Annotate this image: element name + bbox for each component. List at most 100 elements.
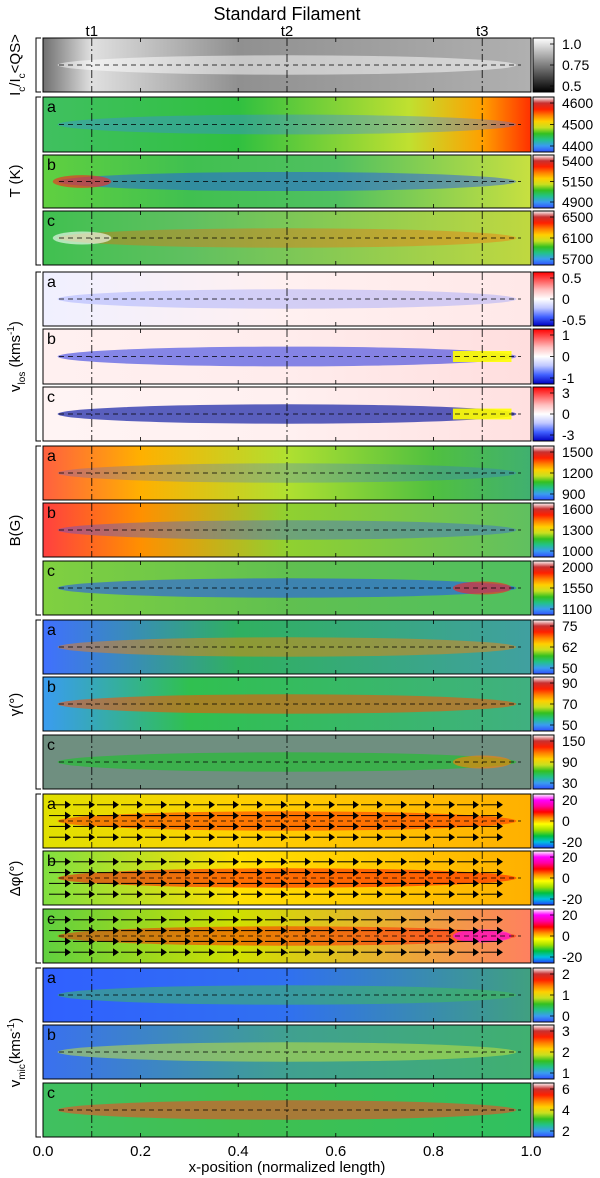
arrow-head [377, 857, 383, 866]
arrow-head [161, 879, 167, 888]
arrow-head [377, 833, 383, 842]
ylabel-part: c [17, 73, 28, 78]
panel-letter: b [47, 505, 56, 522]
group-bracket [35, 967, 41, 1138]
arrow-head [377, 868, 383, 877]
colorbar-tick-label: 1.0 [562, 36, 582, 52]
colorbar-tick-label: 0 [562, 406, 570, 422]
colorbar-tick-label: 2 [562, 1044, 570, 1060]
arrow-head [209, 833, 215, 842]
colorbar-tick-label: 30 [562, 775, 578, 791]
arrow-head [257, 822, 263, 831]
panel-frame [42, 676, 532, 732]
colorbar-tick-label: 1550 [562, 580, 593, 596]
colorbar-tick-label: 5400 [562, 153, 593, 169]
arrow-head [353, 833, 359, 842]
arrow-head [137, 948, 143, 957]
panel-letter: a [47, 448, 56, 465]
arrow-head [233, 800, 239, 809]
colorbar-tick-label: 75 [562, 618, 578, 634]
colorbar-tick-label: 0 [562, 870, 570, 886]
panel-frame [42, 1082, 532, 1138]
arrow-head [65, 833, 71, 842]
arrow-head [209, 948, 215, 957]
arrow-head [281, 948, 287, 957]
panel-letter: a [47, 622, 56, 639]
colorbar-tick-label: 20 [562, 849, 578, 865]
arrow-head [449, 879, 455, 888]
arrow-head [305, 822, 311, 831]
panel-4-b: b 90 70 50 [42, 675, 578, 733]
panel-frame [42, 154, 532, 209]
arrow-head [401, 890, 407, 899]
ylabel-part: -1 [6, 326, 17, 335]
arrow-head [449, 868, 455, 877]
ylabel-part: Δφ(°) [7, 861, 24, 897]
panel-letter: c [47, 389, 55, 406]
ylabel-part: (kms [7, 1032, 24, 1065]
group-bracket [35, 793, 41, 964]
arrow-head [257, 868, 263, 877]
colorbar-tick-label: 1200 [562, 465, 593, 481]
panel-frame [42, 560, 532, 616]
group-ylabel: Ic/Ic<QS> [7, 34, 28, 96]
arrow-head [353, 926, 359, 935]
arrow-head [257, 879, 263, 888]
ylabel-part: c [17, 87, 28, 92]
colorbar-tick-label: -20 [562, 891, 582, 907]
arrow-head [353, 948, 359, 957]
arrow-head [497, 868, 503, 877]
colorbar-tick-label: 6100 [562, 230, 593, 246]
panel-frame [42, 386, 532, 442]
arrow-head [209, 879, 215, 888]
panel-5-c: c 20 0 -20 [42, 907, 582, 965]
arrow-head [281, 926, 287, 935]
arrow-head [377, 890, 383, 899]
colorbar-tick-label: 4900 [562, 194, 593, 210]
arrow-head [449, 857, 455, 866]
panel-letter: a [47, 970, 56, 987]
arrow-head [449, 833, 455, 842]
arrow-head [305, 915, 311, 924]
colorbar-tick-label: 4 [562, 1102, 570, 1118]
panel-frame [42, 967, 532, 1023]
arrow-head [305, 833, 311, 842]
panel-frame [42, 271, 532, 327]
ylabel-part: ) [7, 1018, 24, 1023]
arrow-head [329, 833, 335, 842]
group-ylabel: vmic(kms-1) [6, 1018, 28, 1087]
arrow-head [281, 833, 287, 842]
arrow-head [497, 937, 503, 946]
x-tick-label: 0.6 [325, 1143, 346, 1160]
arrow-head [233, 822, 239, 831]
hot-spot [52, 175, 112, 188]
panel-letter: a [47, 796, 56, 813]
time-marker-labels: t1 t2 t3 [86, 23, 489, 40]
ylabel-part: ) [7, 321, 24, 326]
arrow-head [473, 833, 479, 842]
x-tick-label: 1.0 [521, 1143, 542, 1160]
colorbar-tick-label: 2000 [562, 559, 593, 575]
arrow-head [161, 811, 167, 820]
ylabel-part: -1 [6, 1022, 17, 1031]
arrow-head [257, 833, 263, 842]
arrow-head [329, 926, 335, 935]
colorbar-tick-label: 62 [562, 639, 578, 655]
group-ylabel: γ(°) [7, 693, 24, 717]
colorbar-tick-label: 3 [562, 385, 570, 401]
arrow-head [473, 822, 479, 831]
arrow-head [65, 800, 71, 809]
arrow-head [281, 811, 287, 820]
arrow-head [233, 937, 239, 946]
panel-letter: b [47, 853, 56, 870]
ylabel-part: mic [17, 1064, 28, 1080]
arrow-head [113, 948, 119, 957]
panel-5-b: b 20 0 -20 [42, 849, 582, 907]
arrow-head [281, 800, 287, 809]
panel-1-a: a 4600 4500 4400 [42, 95, 593, 154]
arrow-head [113, 811, 119, 820]
arrow-head [89, 915, 95, 924]
panel-frame [42, 1024, 532, 1080]
arrow-head [281, 879, 287, 888]
